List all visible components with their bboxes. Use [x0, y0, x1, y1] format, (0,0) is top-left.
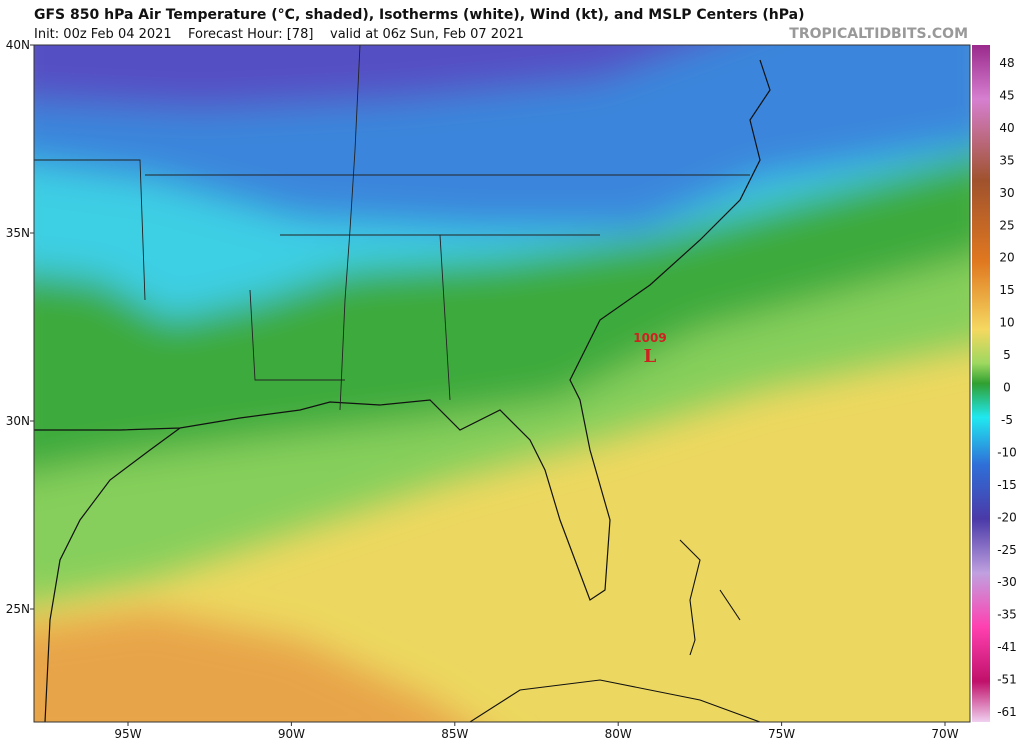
lon-label: 85W — [441, 727, 468, 741]
colorbar-label: -5 — [1001, 413, 1013, 427]
colorbar-label: 40 — [999, 121, 1014, 135]
lon-label: 95W — [114, 727, 141, 741]
lon-label: 75W — [768, 727, 795, 741]
map — [34, 45, 970, 722]
lat-label: 40N — [6, 38, 30, 52]
colorbar-label: -35 — [997, 608, 1017, 622]
lon-label: 80W — [605, 727, 632, 741]
colorbar-label: -15 — [997, 478, 1017, 492]
colorbar — [972, 45, 990, 722]
title: GFS 850 hPa Air Temperature (°C, shaded)… — [34, 7, 805, 23]
valid-time: valid at 06z Sun, Feb 07 2021 — [330, 27, 524, 42]
colorbar-label: -20 — [997, 510, 1017, 524]
colorbar-label: -10 — [997, 445, 1017, 459]
pressure-value: 1009 — [633, 331, 666, 345]
lat-label: 30N — [6, 414, 30, 428]
colorbar-label: 48 — [999, 56, 1014, 70]
colorbar-label: 0 — [1003, 381, 1011, 395]
map-frame — [33, 44, 971, 723]
colorbar-label: 25 — [999, 218, 1014, 232]
colorbar-label: -25 — [997, 543, 1017, 557]
lon-label: 70W — [931, 727, 958, 741]
lat-label: 25N — [6, 602, 30, 616]
colorbar-label: 45 — [999, 88, 1014, 102]
pressure-symbol: L — [644, 346, 657, 367]
lon-label: 90W — [278, 727, 305, 741]
colorbar-label: -41 — [997, 640, 1017, 654]
colorbar-label: 20 — [999, 251, 1014, 265]
labels: 40N 35N 30N 25N 95W 90W 85W 80W 75W 70W 48 45 40 35 30… — [6, 38, 1017, 741]
colorbar-label: 30 — [999, 186, 1014, 200]
colorbar-label: -61 — [997, 705, 1017, 719]
lat-label: 35N — [6, 226, 30, 240]
colorbar-label: 10 — [999, 316, 1014, 330]
colorbar-label: 35 — [999, 153, 1014, 167]
colorbar-label: -51 — [997, 673, 1017, 687]
colorbar-label: -30 — [997, 575, 1017, 589]
source: TROPICALTIDBITS.COM — [789, 26, 968, 42]
colorbar-label: 5 — [1003, 348, 1011, 362]
init-time: Init: 00z Feb 04 2021 — [34, 27, 172, 42]
forecast-hour: Forecast Hour: [78] — [188, 27, 313, 42]
colorbar-label: 15 — [999, 283, 1014, 297]
